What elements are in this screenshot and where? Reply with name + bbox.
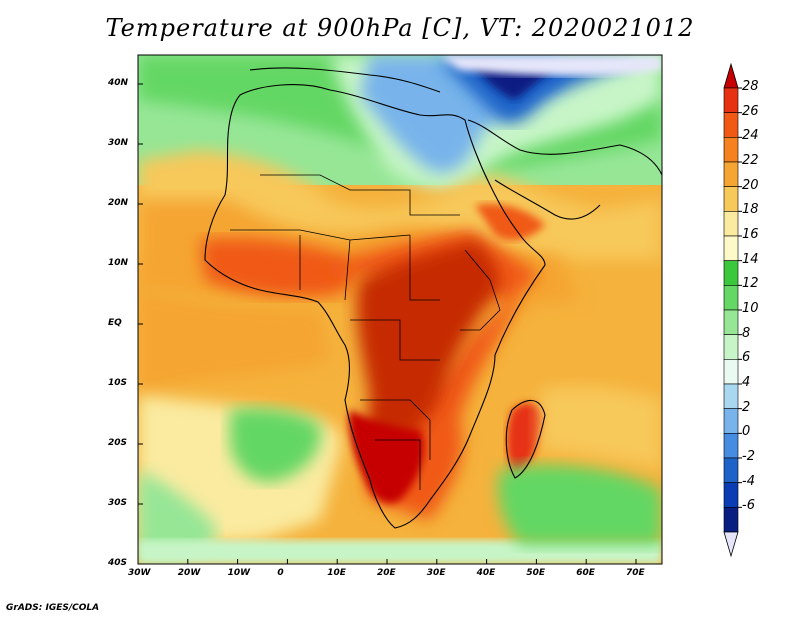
colorbar-tick-label: 10 <box>742 301 759 316</box>
lon-tick-label: 60E <box>576 568 595 578</box>
lon-tick-label: 30W <box>128 568 151 578</box>
field-atlantic-tropic <box>138 290 330 395</box>
colorbar-bin <box>723 507 739 533</box>
border-mid <box>344 239 351 301</box>
border-horn <box>460 249 501 331</box>
colorbar-tick-label: 14 <box>742 251 759 267</box>
lon-tick-label: 10E <box>327 568 346 578</box>
colorbar-tick-label: 28 <box>742 79 759 94</box>
colorbar-max-arrow <box>723 62 739 89</box>
lon-tick-label: 50E <box>526 568 546 578</box>
colorbar-bin <box>723 482 739 508</box>
colorbar-bin <box>723 161 739 187</box>
colorbar-bin <box>723 260 739 286</box>
colorbar-bin <box>723 137 739 163</box>
colorbar <box>723 62 742 558</box>
border-southmost <box>375 439 421 490</box>
lon-tick-label: 0 <box>277 568 284 578</box>
field-atlantic-green <box>230 408 321 482</box>
lat-ticks <box>138 83 143 565</box>
lat-tick-label: 20N <box>108 198 129 208</box>
lon-tick-label: 40E <box>476 568 496 578</box>
credit-text: GrADS: IGES/COLA <box>6 603 100 613</box>
colorbar-tick-label: 22 <box>742 153 759 168</box>
asia-coast <box>467 119 662 176</box>
colorbar-bin <box>723 235 739 261</box>
colorbar-bin <box>723 408 739 434</box>
colorbar-tick-label: -6 <box>742 498 755 514</box>
border-north <box>260 174 460 216</box>
lat-tick-label: 30S <box>108 498 128 508</box>
arabia-coast <box>494 179 601 220</box>
border-east <box>409 235 440 301</box>
field-south-band <box>138 540 662 564</box>
lat-tick-label: 10N <box>108 258 129 268</box>
europe-coast <box>249 67 441 93</box>
colorbar-bin <box>723 186 739 212</box>
colorbar-tick-label: 2 <box>742 399 751 415</box>
borders <box>230 174 501 490</box>
colorbar-bin <box>723 359 739 385</box>
lat-tick-label: EQ <box>108 318 122 328</box>
lat-tick-label: 40S <box>108 558 128 568</box>
colorbar-bin <box>723 383 739 409</box>
colorbar-bin <box>723 433 739 459</box>
coastlines <box>204 67 662 529</box>
colorbar-tick-label: 8 <box>742 325 751 341</box>
colorbar-tick-label: 0 <box>742 424 751 440</box>
colorbar-tick-label: 4 <box>742 375 751 390</box>
africa-coast <box>204 84 546 529</box>
chart-title: Temperature at 900hPa [C], VT: 202002101… <box>105 14 695 42</box>
lon-tick-label: 20W <box>177 568 201 578</box>
lat-tick-label: 30N <box>108 138 129 148</box>
colorbar-bin <box>723 334 739 360</box>
colorbar-tick-label: 26 <box>742 103 759 119</box>
lon-ticks <box>137 559 637 564</box>
lat-tick-label: 40N <box>108 78 129 88</box>
lon-tick-label: 10W <box>227 568 251 578</box>
colorbar-tick-label: -2 <box>742 449 755 464</box>
colorbar-bin <box>723 457 739 483</box>
border-south <box>360 399 431 460</box>
lat-tick-label: 20S <box>108 438 128 448</box>
madagascar-coast <box>505 399 546 479</box>
colorbar-tick-label: 16 <box>742 227 759 242</box>
field-arabia-warm <box>475 203 545 241</box>
colorbar-tick-label: 6 <box>742 350 751 366</box>
colorbar-bin <box>723 112 739 138</box>
field-core-red <box>356 240 500 470</box>
colorbar-tick-label: 24 <box>742 128 759 144</box>
field-indian-mid <box>540 385 662 470</box>
field-madagascar <box>507 402 545 475</box>
border-sahel <box>230 229 411 241</box>
border-central <box>350 319 440 361</box>
temperature-field <box>138 55 662 564</box>
colorbar-tick-label: -4 <box>742 473 755 489</box>
colorbar-tick-label: 20 <box>742 177 759 193</box>
map-frame <box>137 54 663 565</box>
lat-tick-label: 10S <box>108 378 128 388</box>
colorbar-bin <box>723 309 739 335</box>
field-sw-green <box>138 470 217 560</box>
lon-tick-label: 20E <box>377 568 396 578</box>
colorbar-min-arrow <box>723 531 739 558</box>
colorbar-bin <box>723 87 739 113</box>
lon-tick-label: 30E <box>426 568 446 578</box>
colorbar-bin <box>723 211 739 237</box>
colorbar-bin <box>723 285 739 311</box>
field-south-red <box>348 410 424 504</box>
lon-tick-label: 70E <box>626 568 645 578</box>
field-indian-south <box>498 464 662 545</box>
field-cold-pale <box>440 55 662 76</box>
colorbar-tick-label: 12 <box>742 276 759 292</box>
colorbar-tick-label: 18 <box>742 202 759 218</box>
